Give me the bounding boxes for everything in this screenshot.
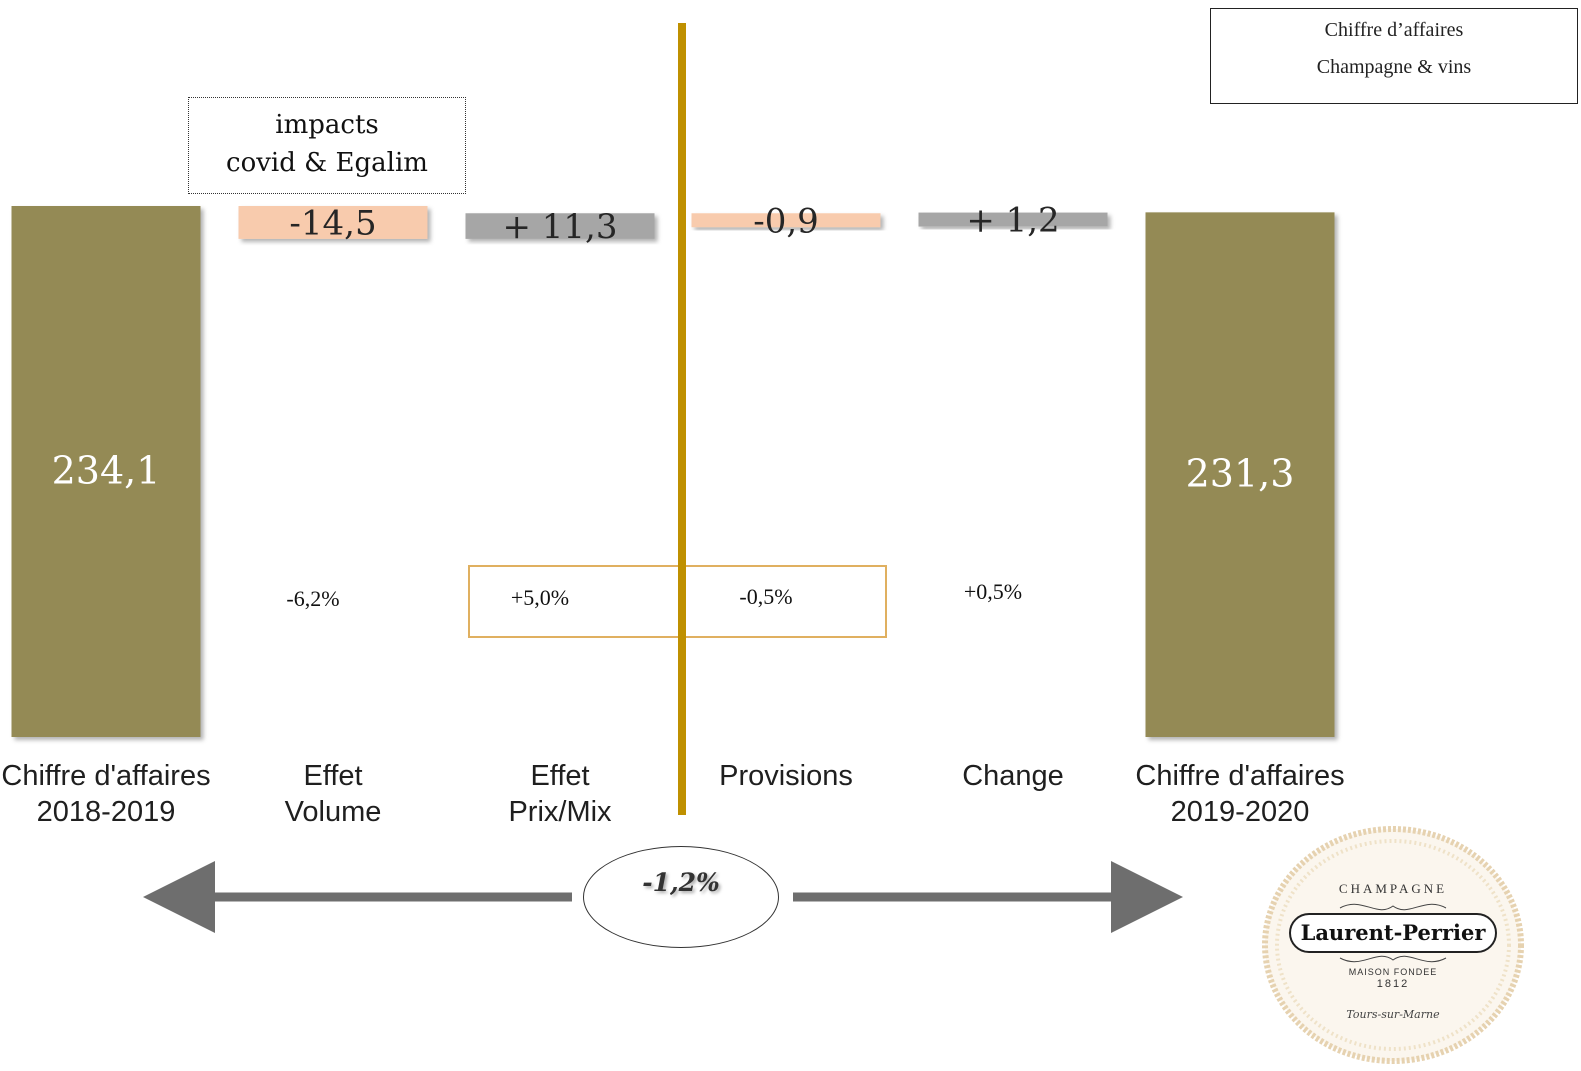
category-label-1-2: 2018-2019: [37, 796, 176, 828]
category-label-6-2: 2019-2020: [1171, 796, 1310, 828]
percent-label-4: -0,5%: [739, 584, 792, 609]
logo-maison-fondee: MAISON FONDEE: [1349, 967, 1438, 977]
laurent-perrier-logo: CHAMPAGNE Laurent-Perrier MAISON FONDEE …: [1262, 826, 1524, 1064]
legend-box: Chiffre d’affaires Champagne & vins: [1210, 8, 1578, 104]
category-label-2-1: Effet: [303, 760, 362, 792]
bar-6: [1145, 212, 1335, 737]
covid-note-line-2: covid & Egalim: [226, 148, 428, 178]
logo-brand-name: Laurent-Perrier: [1301, 920, 1487, 945]
percent-label-5: +0,5%: [964, 579, 1022, 604]
logo-place: Tours-sur-Marne: [1346, 1008, 1440, 1021]
legend-line-1: Chiffre d’affaires: [1324, 19, 1464, 41]
category-label-1-1: Chiffre d'affaires: [1, 760, 210, 792]
percent-label-2: -6,2%: [286, 586, 339, 611]
logo-year: 1812: [1377, 978, 1409, 990]
bar-2: [238, 206, 428, 239]
category-label-6-1: Chiffre d'affaires: [1135, 760, 1344, 792]
category-label-2-2: Volume: [285, 796, 382, 828]
value-label-3: + 11,3: [503, 207, 618, 247]
total-change-ellipse: -1,2%: [583, 846, 779, 948]
price-provisions-highlight-box: [468, 565, 887, 638]
total-change-label: -1,2%: [642, 868, 720, 897]
covid-note-line-1: impacts: [275, 110, 379, 140]
bar-1: [11, 206, 201, 737]
value-label-2: -14,5: [289, 203, 376, 243]
legend-line-2: Champagne & vins: [1316, 56, 1472, 78]
bar-5: [918, 212, 1108, 227]
value-label-4: -0,9: [753, 201, 819, 241]
category-label-3-2: Prix/Mix: [508, 796, 612, 828]
category-label-5-1: Change: [962, 760, 1064, 792]
category-label-4-1: Provisions: [719, 760, 853, 792]
category-label-3-1: Effet: [530, 760, 589, 792]
covid-note-box: impacts covid & Egalim: [188, 97, 466, 194]
logo-champagne-text: CHAMPAGNE: [1339, 881, 1447, 896]
bar-3: [465, 213, 655, 239]
value-label-6: 231,3: [1186, 452, 1295, 496]
percent-label-3: +5,0%: [511, 585, 569, 610]
value-label-1: 234,1: [52, 449, 161, 493]
value-label-5: + 1,2: [966, 201, 1059, 241]
bar-4: [691, 213, 881, 228]
